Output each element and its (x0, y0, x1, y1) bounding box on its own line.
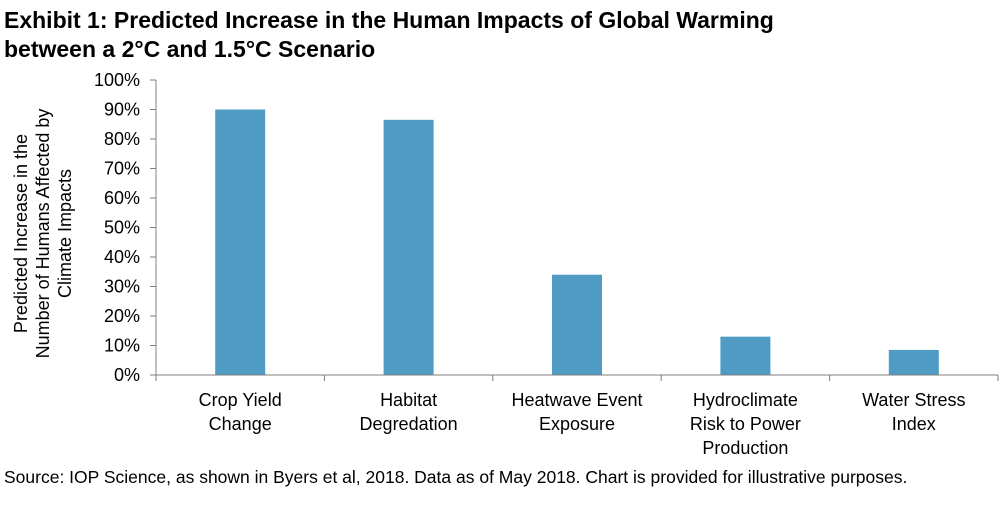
x-category-label: Crop Yield Change (199, 390, 282, 434)
y-axis-label: Predicted Increase in the Number of Human… (11, 109, 75, 359)
x-category-label: Habitat Degredation (360, 390, 458, 434)
chart-title-line-1: Exhibit 1: Predicted Increase in the Hum… (4, 7, 774, 33)
y-tick-label: 90% (104, 100, 140, 120)
bar (215, 109, 266, 375)
y-tick-label: 10% (104, 336, 140, 356)
axes (155, 80, 999, 381)
x-category-label: Heatwave Event Exposure (511, 390, 642, 434)
y-tick-label: 100% (94, 70, 140, 90)
y-tick-label: 0% (114, 365, 140, 385)
x-category-label: Hydroclimate Risk to Power Production (690, 390, 801, 458)
source-note: Source: IOP Science, as shown in Byers e… (4, 467, 908, 487)
y-tick-label: 50% (104, 218, 140, 238)
y-tick-label: 70% (104, 159, 140, 179)
y-tick-label: 80% (104, 129, 140, 149)
bar (720, 336, 771, 375)
y-tick-label: 40% (104, 247, 140, 267)
bar (383, 119, 434, 375)
x-category-label: Water Stress Index (862, 390, 965, 434)
y-axis-title: Predicted Increase in the Number of Human… (11, 109, 75, 359)
bar (552, 274, 602, 375)
chart-title-line-2: between a 2°C and 1.5°C Scenario (4, 36, 376, 62)
y-axis-ticks: 0% 10% 20% 30% 40% 50% 60% 70% 80% 90% 100% (94, 70, 156, 385)
bar (888, 349, 939, 375)
y-tick-label: 30% (104, 277, 140, 297)
y-tick-label: 20% (104, 306, 140, 326)
y-tick-label: 60% (104, 188, 140, 208)
chart-title: Exhibit 1: Predicted Increase in the Hum… (4, 6, 994, 64)
bars (215, 109, 939, 375)
x-axis-labels: Crop Yield Change Habitat Degredation Heatwa… (199, 390, 966, 458)
